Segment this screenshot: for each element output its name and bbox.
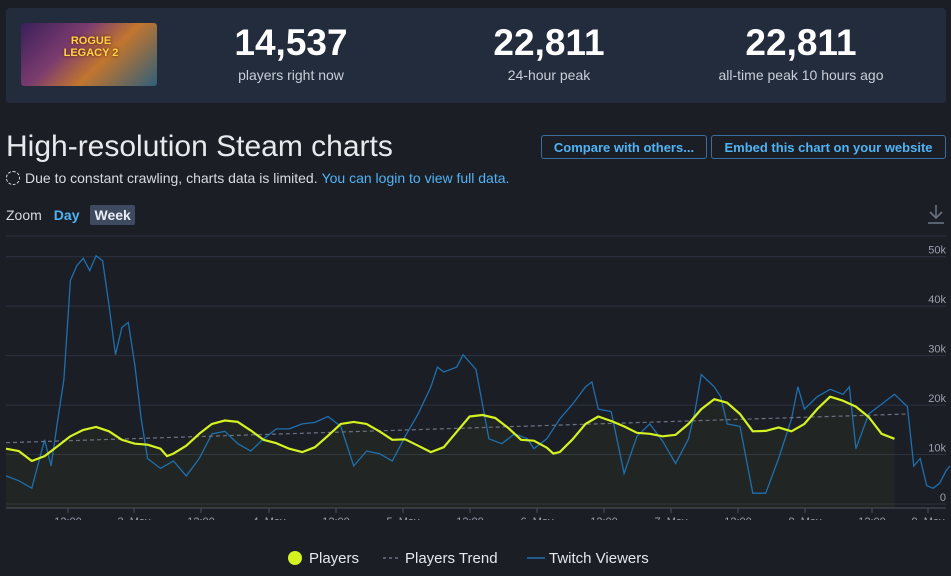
- series-players: [5, 395, 895, 463]
- stat-all-time-peak: 22,811 all-time peak 10 hours ago: [686, 22, 916, 83]
- legend-item-players-trend[interactable]: Players Trend: [383, 550, 498, 567]
- y-tick-label: 10k: [928, 443, 946, 455]
- x-tick-label: 3. May: [117, 516, 151, 520]
- zoom-controls: Zoom Day Week: [6, 205, 135, 225]
- x-tick-label: 12:00: [54, 516, 82, 520]
- legend-item-twitch-viewers[interactable]: Twitch Viewers: [527, 550, 649, 567]
- legend-item-players[interactable]: Players: [288, 550, 359, 567]
- y-axis-labels: 0 10k 20k 30k 40k 50k: [928, 245, 946, 504]
- y-tick-label: 20k: [928, 393, 946, 405]
- stat-label: players right now: [238, 67, 344, 83]
- legend-trend-label: Players Trend: [405, 550, 498, 567]
- embed-chart-button[interactable]: Embed this chart on your website: [711, 135, 946, 159]
- game-art-image[interactable]: ROGUE LEGACY 2: [21, 23, 157, 86]
- x-tick-label: 8. May: [788, 516, 822, 520]
- stat-current-players: 14,537 players right now: [206, 22, 376, 83]
- series-twitch-viewers: [5, 254, 951, 494]
- legend-players-marker: [288, 551, 302, 565]
- x-tick-label: 12:00: [456, 516, 484, 520]
- stats-bar: ROGUE LEGACY 2 14,537 players right now 2…: [6, 8, 946, 103]
- chart-grid: [6, 235, 946, 509]
- stat-24h-peak: 22,811 24-hour peak: [464, 22, 634, 83]
- login-link[interactable]: You can login to view full data.: [321, 170, 510, 186]
- x-tick-label: 12:00: [858, 516, 886, 520]
- game-logo: ROGUE LEGACY 2: [63, 35, 119, 59]
- x-tick-label: 4. May: [252, 516, 286, 520]
- y-tick-label: 30k: [928, 344, 946, 356]
- x-tick-label: 5. May: [386, 516, 420, 520]
- stat-value: 14,537: [234, 22, 348, 63]
- loading-circle-icon: [6, 171, 20, 185]
- chart-legend: Players Players Trend Twitch Viewers: [288, 550, 649, 567]
- zoom-label: Zoom: [6, 207, 42, 223]
- legend-players-label: Players: [309, 550, 359, 567]
- y-tick-label: 0: [940, 492, 946, 504]
- x-axis-labels: 12:00 3. May 12:00 4. May 12:00 5. May 12:00 6.…: [54, 508, 945, 520]
- x-tick-label: 7. May: [654, 516, 688, 520]
- x-tick-label: 12:00: [322, 516, 350, 520]
- download-icon[interactable]: [926, 203, 946, 225]
- notice-text: Due to constant crawling, charts data is…: [25, 170, 318, 186]
- zoom-week-button[interactable]: Week: [90, 205, 135, 225]
- legend-twitch-label: Twitch Viewers: [549, 550, 649, 567]
- x-tick-label: 9. May: [911, 516, 945, 520]
- y-tick-label: 50k: [928, 245, 946, 257]
- series-players-trend: [5, 413, 908, 444]
- stat-label: all-time peak 10 hours ago: [718, 67, 884, 83]
- stat-value: 22,811: [745, 22, 857, 63]
- players-area: [6, 396, 895, 508]
- x-tick-label: 12:00: [724, 516, 752, 520]
- x-tick-label: 12:00: [590, 516, 618, 520]
- compare-button[interactable]: Compare with others...: [541, 135, 707, 159]
- zoom-day-button[interactable]: Day: [53, 207, 80, 223]
- x-tick-label: 12:00: [187, 516, 215, 520]
- y-tick-label: 40k: [928, 294, 946, 306]
- stat-value: 22,811: [493, 22, 605, 63]
- data-limit-notice: Due to constant crawling, charts data is…: [6, 170, 509, 186]
- stat-label: 24-hour peak: [507, 67, 591, 83]
- x-tick-label: 6. May: [520, 516, 554, 520]
- page-title: High-resolution Steam charts: [6, 130, 393, 163]
